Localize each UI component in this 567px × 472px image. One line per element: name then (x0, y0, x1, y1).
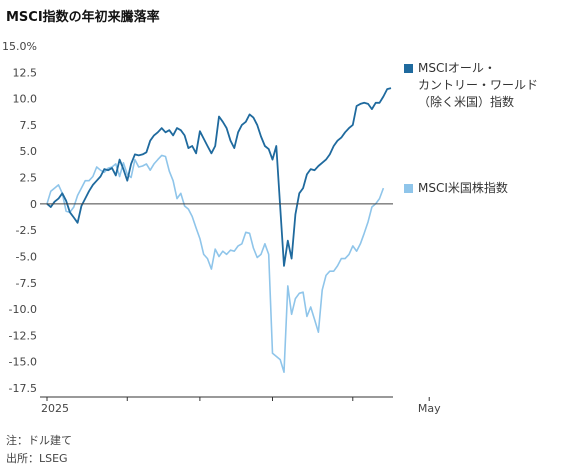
y-tick-label: 15.0% (2, 40, 37, 53)
series-line-us (46, 154, 385, 374)
x-tick-label: May (418, 402, 441, 415)
y-tick-label: -15.0 (9, 356, 37, 369)
legend-item-us: MSCI米国株指数 (404, 180, 508, 197)
y-tick-label: -12.5 (9, 329, 37, 342)
y-tick-label: 0 (30, 198, 37, 211)
note-source: 出所：LSEG (6, 452, 68, 465)
legend-label-acwi-ex-us: MSCIオール・ カントリー・ワールド （除く米国）指数 (418, 61, 539, 109)
y-tick-label: 10.0 (13, 93, 38, 106)
legend-swatch-us (404, 184, 413, 193)
y-tick-label: -5.0 (16, 250, 37, 263)
legend-label-us: MSCI米国株指数 (418, 181, 508, 195)
y-tick-label: -10.0 (9, 303, 37, 316)
y-tick-label: 2.5 (20, 172, 38, 185)
y-tick-label: -17.5 (9, 382, 37, 395)
legend-item-acwi-ex-us: MSCIオール・ カントリー・ワールド （除く米国）指数 (404, 60, 538, 111)
note-currency: 注：ドル建て (6, 434, 72, 447)
y-tick-label: 12.5 (13, 66, 38, 79)
y-tick-label: 5.0 (20, 145, 38, 158)
y-tick-label: -7.5 (16, 277, 37, 290)
series-line-acwi-ex-us (46, 87, 392, 267)
y-tick-label: 7.5 (20, 119, 38, 132)
y-tick-label: -2.5 (16, 224, 37, 237)
chart-title: MSCI指数の年初来騰落率 (6, 10, 160, 25)
legend-swatch-acwi-ex-us (404, 64, 413, 73)
x-tick-label: 2025 (41, 402, 69, 415)
